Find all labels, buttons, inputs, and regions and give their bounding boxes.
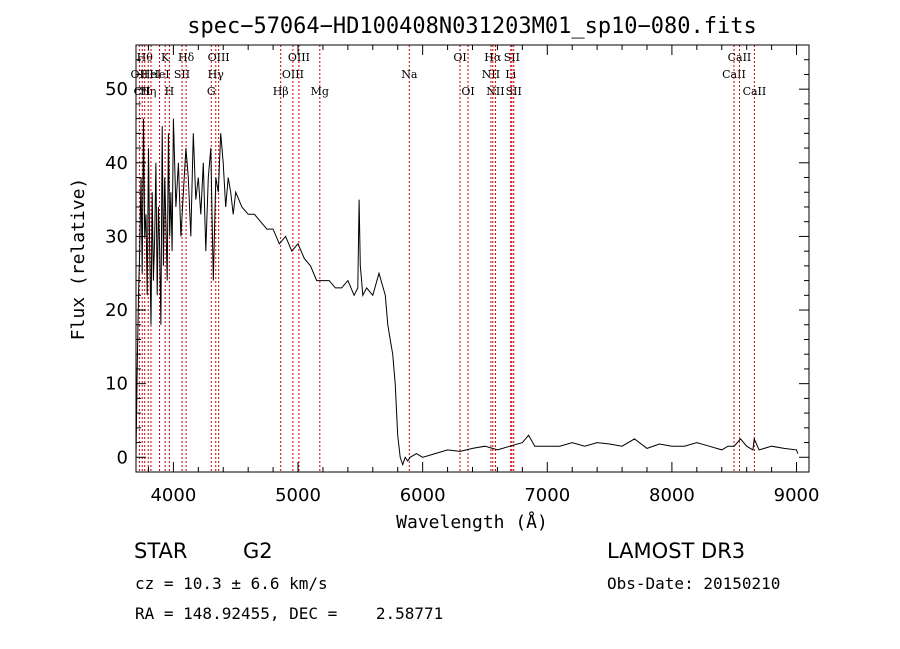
marker-label-20: NII [482, 68, 500, 81]
y-tick-label-1: 10 [105, 374, 128, 395]
marker-label-18: OI [453, 51, 466, 64]
x-axis-label: Wavelength (Å) [396, 511, 548, 533]
marker-label-15: OIII [288, 51, 310, 64]
marker-label-13: Hβ [273, 85, 289, 98]
marker-label-17: Na [401, 68, 418, 81]
marker-label-2: Hθ [137, 51, 154, 64]
x-tick-label-0: 4000 [150, 485, 196, 506]
observation-date: Obs-Date: 20150210 [607, 574, 781, 593]
x-tick-label-1: 5000 [275, 485, 321, 506]
marker-label-7: H [165, 85, 175, 98]
chart-title: spec−57064−HD100408N031203M01_sp10−080.f… [187, 14, 757, 39]
x-tick-label-3: 7000 [524, 485, 570, 506]
marker-label-9: Hδ [178, 51, 195, 64]
spectral-line-markers: OIICIIHθHηHeIHeIKHSIIHδGHγOIIIHβOIIIOIII… [131, 45, 767, 472]
marker-label-4: HeI [141, 68, 161, 81]
marker-label-25: SII [506, 85, 522, 98]
survey-name: LAMOST DR3 [607, 539, 746, 563]
y-tick-label-2: 20 [105, 300, 128, 321]
marker-label-6: K [161, 51, 170, 64]
marker-label-11: Hγ [208, 68, 225, 81]
marker-label-27: CaII [728, 51, 752, 64]
marker-label-1: CII [134, 85, 151, 98]
marker-label-19: OI [461, 85, 474, 98]
marker-label-16: Mg [311, 85, 329, 98]
marker-label-10: G [207, 85, 216, 98]
marker-label-14: OIII [282, 68, 304, 81]
spectrum-series [135, 118, 799, 467]
x-tick-label-2: 6000 [400, 485, 446, 506]
y-axis-label: Flux (relative) [68, 178, 89, 341]
marker-label-28: CaII [743, 85, 767, 98]
y-tick-label-4: 40 [105, 153, 128, 174]
plot-frame [135, 44, 810, 473]
x-axis: 4000 5000 6000 7000 8000 9000 [147, 45, 820, 506]
marker-label-8: SII [174, 68, 190, 81]
marker-label-5: HeI [149, 68, 169, 81]
marker-label-22: NII [486, 85, 504, 98]
marker-label-3: Hη [140, 85, 156, 98]
marker-label-21: Hα [484, 51, 502, 64]
y-tick-label-0: 0 [117, 447, 128, 468]
marker-label-26: CaII [722, 68, 746, 81]
y-axis: 0 10 20 30 40 50 [105, 59, 809, 468]
y-tick-label-3: 30 [105, 226, 128, 247]
x-tick-label-5: 9000 [774, 485, 820, 506]
coordinates: RA = 148.92455, DEC = 2.58771 [135, 604, 444, 623]
x-tick-label-4: 8000 [649, 485, 695, 506]
object-subclass: G2 [243, 539, 273, 563]
redshift-velocity: cz = 10.3 ± 6.6 km/s [135, 574, 328, 593]
y-tick-label-5: 50 [105, 79, 128, 100]
spectrum-line [135, 118, 799, 467]
object-class: STAR [134, 539, 188, 563]
marker-label-12: OIII [208, 51, 230, 64]
marker-label-24: SII [504, 51, 520, 64]
marker-label-23: Li [505, 68, 516, 81]
